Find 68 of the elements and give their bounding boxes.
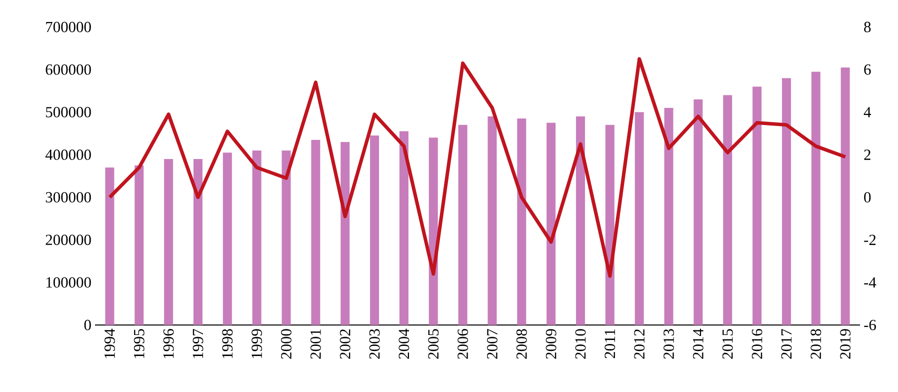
bar (694, 99, 703, 325)
line-series (108, 57, 848, 278)
x-tick-label: 2000 (281, 329, 292, 359)
x-tick-label: 2005 (428, 329, 439, 359)
bar (428, 138, 438, 325)
bar (517, 118, 526, 325)
x-tick-label: 2012 (634, 329, 645, 359)
y2-tick-label: 6 (864, 64, 871, 75)
x-tick-label: 2003 (369, 329, 380, 359)
x-tick-label: 1999 (252, 329, 262, 358)
x-tick-label: 2014 (692, 328, 704, 359)
bar (105, 167, 114, 325)
y-tick-label: 300000 (46, 192, 91, 202)
x-tick-label: 1997 (192, 328, 204, 358)
x-tick-label: 1996 (163, 328, 174, 358)
y2-tick-label: 4 (864, 107, 872, 118)
x-tick-label: 2002 (340, 329, 350, 359)
x-tick-label: 2018 (810, 329, 822, 359)
x-tick-label: 2008 (516, 329, 527, 359)
x-tick-label: 1998 (222, 329, 233, 358)
bar (634, 112, 644, 325)
x-tick-label: 2001 (310, 329, 321, 359)
bar (664, 108, 674, 325)
x-tick-label: 1995 (134, 329, 144, 358)
y2-tick-label: 2 (864, 150, 870, 160)
y-tick-label: 0 (84, 320, 91, 330)
bar (458, 124, 468, 325)
x-tick-label: 2017 (781, 328, 792, 359)
bar (193, 158, 202, 325)
y2-tick-label: -4 (864, 277, 876, 288)
x-tick-label: 2013 (664, 329, 674, 359)
bar (488, 116, 497, 325)
x-tick-label: 2010 (575, 329, 586, 359)
bar (370, 136, 380, 325)
y-tick-label: 600000 (46, 64, 91, 75)
y-tick-label: 500000 (46, 106, 91, 118)
bar (134, 165, 144, 325)
y-tick-label: 700000 (46, 22, 91, 32)
x-tick-label: 2011 (604, 329, 616, 358)
y2-tick-label: 8 (864, 22, 871, 32)
y2-tick-label: -6 (864, 320, 876, 330)
bar (723, 95, 732, 325)
bar (811, 72, 820, 325)
bar (782, 78, 791, 325)
x-tick-label: 2009 (546, 329, 556, 359)
bar (399, 131, 408, 325)
bar (576, 116, 585, 325)
bar (752, 86, 762, 325)
bar (164, 158, 174, 325)
y2-tick-label: 0 (864, 192, 871, 202)
y-tick-label: 400000 (45, 150, 91, 160)
bar (340, 142, 350, 325)
y2-tick-label: -2 (864, 234, 876, 245)
x-tick-label: 2007 (487, 328, 498, 359)
x-tick-label: 2019 (840, 329, 851, 359)
x-tick-label: 2016 (752, 328, 762, 359)
y-tick-label: 200000 (46, 234, 91, 246)
bar (311, 140, 320, 325)
bar (222, 152, 232, 325)
x-tick-label: 2004 (398, 328, 410, 359)
x-tick-label: 2006 (458, 328, 468, 359)
bar (252, 150, 262, 325)
bar (546, 122, 556, 325)
x-tick-label: 2015 (722, 329, 733, 359)
bar (840, 67, 850, 325)
y-tick-label: 100000 (46, 277, 91, 288)
x-tick-label: 1994 (104, 328, 115, 358)
bar (282, 150, 291, 325)
